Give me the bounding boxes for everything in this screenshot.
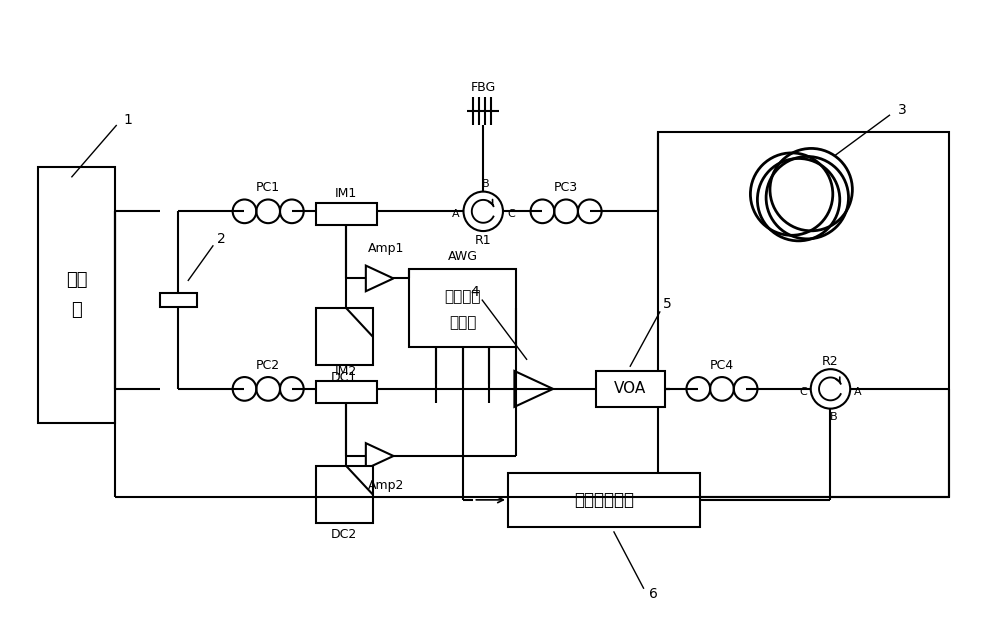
Text: 任意波形: 任意波形 <box>444 289 481 304</box>
Text: 发生器: 发生器 <box>449 315 476 329</box>
Text: PC3: PC3 <box>554 181 578 194</box>
Bar <box>316 308 373 365</box>
Bar <box>596 371 665 407</box>
Bar <box>38 167 115 423</box>
Text: 3: 3 <box>898 102 907 117</box>
Text: C: C <box>799 387 807 397</box>
Bar <box>160 293 197 307</box>
Text: 6: 6 <box>649 587 658 601</box>
Text: IM1: IM1 <box>335 187 357 200</box>
Text: Amp1: Amp1 <box>368 242 405 255</box>
Text: VOA: VOA <box>614 381 646 396</box>
Text: R1: R1 <box>475 234 492 247</box>
Text: 1: 1 <box>124 112 133 126</box>
Bar <box>409 268 516 347</box>
Bar <box>658 133 949 497</box>
Text: PC2: PC2 <box>256 358 280 371</box>
Text: PC4: PC4 <box>710 358 734 371</box>
Text: 数据采集模块: 数据采集模块 <box>574 491 634 509</box>
Text: B: B <box>830 412 837 421</box>
Text: C: C <box>507 209 515 219</box>
Text: AWG: AWG <box>448 251 478 263</box>
Text: FBG: FBG <box>471 81 496 94</box>
Text: R2: R2 <box>822 355 839 368</box>
Text: DC2: DC2 <box>331 528 357 541</box>
Text: A: A <box>854 387 862 397</box>
Bar <box>316 381 377 403</box>
Text: PC1: PC1 <box>256 181 280 194</box>
Text: DC1: DC1 <box>331 371 357 384</box>
Bar <box>508 473 700 527</box>
Text: IM2: IM2 <box>335 365 357 378</box>
Bar <box>316 204 377 225</box>
Text: 4: 4 <box>470 285 479 299</box>
Text: 2: 2 <box>217 232 226 246</box>
Text: B: B <box>481 179 489 189</box>
Text: 5: 5 <box>663 297 672 311</box>
Text: 激光: 激光 <box>66 271 88 289</box>
Text: A: A <box>452 209 459 219</box>
Text: Amp2: Amp2 <box>368 479 405 492</box>
Bar <box>316 466 373 523</box>
Text: 器: 器 <box>71 301 82 319</box>
